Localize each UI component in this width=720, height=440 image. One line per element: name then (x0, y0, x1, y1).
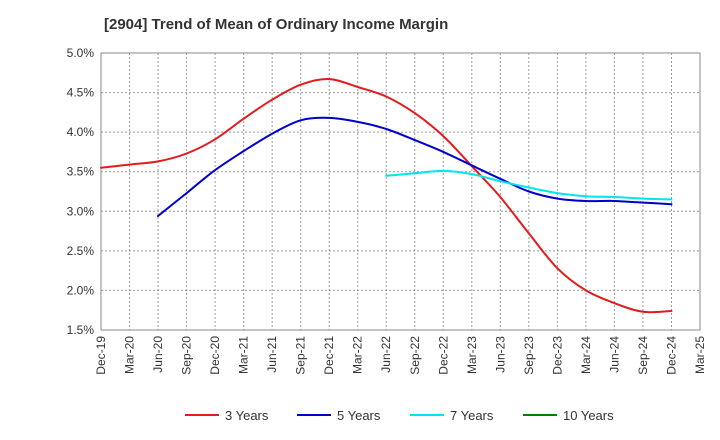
y-tick-label: 3.5% (67, 165, 95, 179)
x-tick-label: Jun-23 (493, 336, 507, 373)
x-tick-label: Sep-21 (294, 336, 308, 375)
plot-border (100, 52, 701, 331)
x-tick-label: Jun-22 (379, 336, 393, 373)
legend-label-10-years: 10 Years (563, 408, 614, 423)
chart-title: [2904] Trend of Mean of Ordinary Income … (104, 16, 449, 33)
series-line-5-years (157, 116, 673, 217)
x-tick-label: Sep-22 (408, 336, 422, 375)
legend-label-5-years: 5 Years (337, 408, 381, 423)
x-tick-label: Dec-21 (322, 336, 336, 375)
y-tick-label: 4.0% (67, 125, 95, 139)
y-tick-label: 3.0% (67, 204, 95, 218)
x-tick-label: Dec-23 (550, 336, 564, 375)
x-tick-label: Jun-24 (607, 336, 621, 373)
series-line-7-years (385, 169, 673, 201)
x-axis-labels: Dec-19 Mar-20 Jun-20 Sep-20 Dec-20 Mar-21 Jun-… (94, 336, 707, 375)
x-tick-label: Mar-25 (693, 336, 707, 374)
y-axis-labels: 5.0% 4.5% 4.0% 3.5% 3.0% 2.5% 2.0% 1.5% (67, 46, 95, 337)
legend-label-7-years: 7 Years (450, 408, 494, 423)
y-tick-label: 2.5% (67, 244, 95, 258)
y-tick-label: 4.5% (67, 86, 95, 100)
x-tick-label: Sep-24 (636, 336, 650, 375)
x-tick-label: Dec-19 (94, 336, 108, 375)
x-tick-label: Mar-23 (465, 336, 479, 374)
x-tick-label: Dec-20 (208, 336, 222, 375)
y-tick-label: 2.0% (67, 283, 95, 297)
x-tick-label: Dec-22 (436, 336, 450, 375)
x-tick-label: Mar-20 (123, 336, 137, 374)
x-tick-label: Jun-20 (151, 336, 165, 373)
y-tick-label: 1.5% (67, 323, 95, 337)
series-lines (100, 78, 673, 314)
x-tick-label: Jun-21 (265, 336, 279, 373)
legend-label-3-years: 3 Years (225, 408, 269, 423)
x-tick-label: Mar-24 (579, 336, 593, 374)
x-tick-label: Dec-24 (664, 336, 678, 375)
y-tick-label: 5.0% (67, 46, 95, 60)
x-tick-label: Sep-23 (522, 336, 536, 375)
plot-background (101, 53, 700, 330)
x-tick-label: Sep-20 (180, 336, 194, 375)
series-line-3-years (100, 78, 673, 314)
x-tick-label: Mar-22 (351, 336, 365, 374)
x-tick-label: Mar-21 (237, 336, 251, 374)
legend: 3 Years 5 Years 7 Years 10 Years (185, 408, 614, 423)
